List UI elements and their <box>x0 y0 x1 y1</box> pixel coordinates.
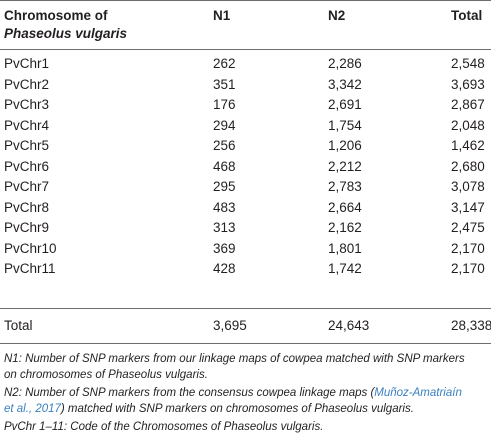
cell-total: 2,475 <box>451 220 485 235</box>
citation-link[interactable]: Muñoz-Amatriaín <box>374 387 462 399</box>
cell-chromosome: PvChr11 <box>4 261 56 276</box>
cell-n1: 428 <box>213 261 236 276</box>
cell-chromosome: PvChr5 <box>4 138 50 153</box>
header-chromosome: Chromosome of Phaseolus vulgaris <box>4 7 127 43</box>
total-total: 28,338 <box>451 318 491 333</box>
footnote-n1-line1: N1: Number of SNP markers from our linka… <box>4 353 465 365</box>
cell-total: 3,147 <box>451 199 485 215</box>
cell-total: 1,462 <box>451 138 485 153</box>
cell-chromosome: PvChr2 <box>4 76 50 92</box>
cell-n2: 3,342 <box>328 76 362 92</box>
cell-n1: 468 <box>213 158 236 174</box>
cell-total: 2,170 <box>451 261 485 276</box>
cell-n1: 256 <box>213 138 236 153</box>
cell-chromosome: PvChr9 <box>4 220 50 235</box>
cell-total: 2,170 <box>451 240 485 256</box>
cell-n1: 313 <box>213 220 236 235</box>
cell-n2: 1,206 <box>328 138 362 153</box>
footnote-n2-line2: et al., 2017) matched with SNP markers o… <box>4 401 414 417</box>
cell-total: 2,048 <box>451 117 485 133</box>
cell-chromosome: PvChr7 <box>4 179 50 194</box>
cell-chromosome: PvChr6 <box>4 158 50 174</box>
header-n2: N2 <box>328 8 346 23</box>
cell-n2: 2,212 <box>328 158 362 174</box>
cell-n1: 351 <box>213 76 236 92</box>
footnote-pvchr: PvChr 1–11: Code of the Chromosomes of P… <box>4 421 324 433</box>
cell-n2: 1,742 <box>328 261 362 276</box>
footnote-n2-text-end: ) matched with SNP markers on chromosome… <box>60 403 414 415</box>
cell-chromosome: PvChr8 <box>4 199 50 215</box>
cell-total: 3,078 <box>451 179 485 194</box>
cell-total: 2,548 <box>451 56 485 71</box>
cell-n1: 176 <box>213 97 236 112</box>
cell-n1: 262 <box>213 56 236 71</box>
cell-n1: 369 <box>213 240 236 256</box>
cell-n2: 2,162 <box>328 220 362 235</box>
cell-n2: 2,286 <box>328 56 362 71</box>
bottom-rule <box>0 343 491 344</box>
citation-link-continued[interactable]: et al., 2017 <box>4 403 61 415</box>
header-chromosome-line1: Chromosome of <box>4 8 108 23</box>
cell-n2: 1,801 <box>328 240 362 256</box>
cell-chromosome: PvChr10 <box>4 240 57 256</box>
cell-chromosome: PvChr3 <box>4 97 50 112</box>
header-n1: N1 <box>213 8 231 23</box>
cell-total: 3,693 <box>451 76 485 92</box>
cell-n1: 294 <box>213 117 236 133</box>
footnote-n1-line2: on chromosomes of Phaseolus vulgaris. <box>4 369 208 381</box>
cell-chromosome: PvChr4 <box>4 117 50 133</box>
total-label: Total <box>4 318 33 333</box>
cell-chromosome: PvChr1 <box>4 56 50 71</box>
header-rule <box>0 49 491 50</box>
total-n2: 24,643 <box>328 318 370 333</box>
cell-total: 2,867 <box>451 97 485 112</box>
cell-n2: 2,783 <box>328 179 362 194</box>
cell-n2: 2,691 <box>328 97 362 112</box>
cell-n1: 295 <box>213 179 236 194</box>
footnote-n2-line1: N2: Number of SNP markers from the conse… <box>4 385 462 401</box>
body-rule <box>0 308 491 309</box>
header-total: Total <box>451 8 483 23</box>
cell-total: 2,680 <box>451 158 485 174</box>
total-n1: 3,695 <box>213 318 247 333</box>
footnote-n2-text: N2: Number of SNP markers from the conse… <box>4 387 375 399</box>
cell-n2: 1,754 <box>328 117 362 133</box>
header-chromosome-line2: Phaseolus vulgaris <box>4 26 128 41</box>
cell-n1: 483 <box>213 199 236 215</box>
top-rule <box>0 0 491 1</box>
cell-n2: 2,664 <box>328 199 362 215</box>
